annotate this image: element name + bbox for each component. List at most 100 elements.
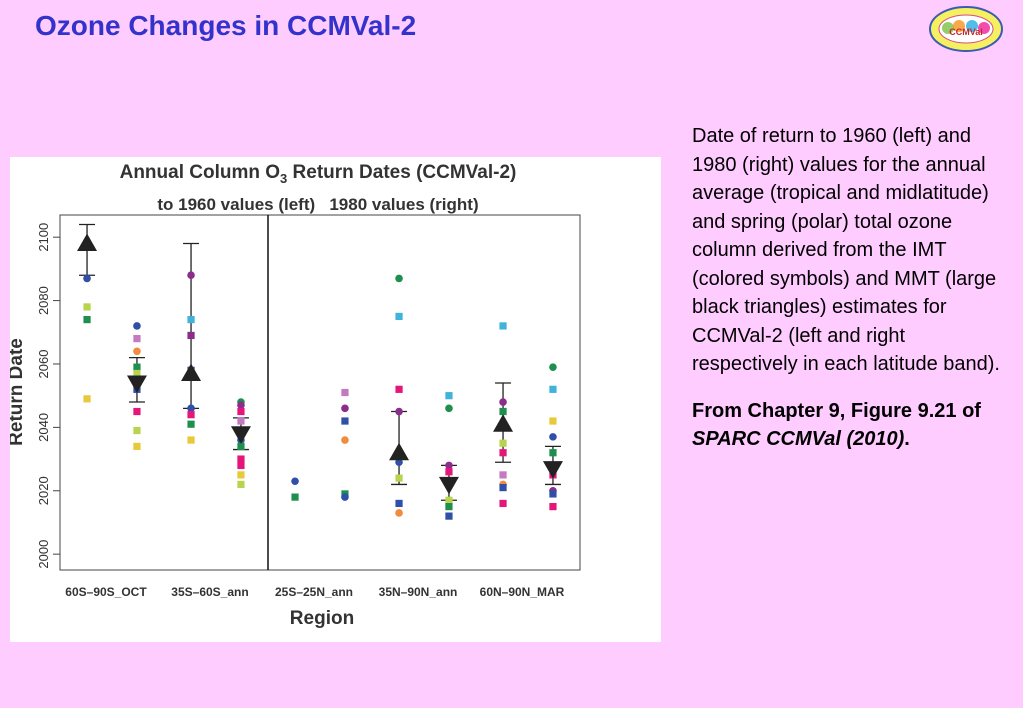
imt-point [133,335,141,343]
ccmval-logo-graphic: CCMVal [929,6,1003,52]
imt-point [237,471,245,479]
source-note: From Chapter 9, Figure 9.21 of SPARC CCM… [692,399,981,451]
imt-point [133,347,141,356]
mmt-triangle [438,476,459,495]
y-tick-label: 2080 [36,286,51,315]
imt-point [499,471,507,479]
imt-point [133,363,141,371]
imt-point [395,274,403,283]
imt-point [133,442,141,450]
imt-point [291,477,299,486]
chart-figure: Annual Column O3 Return Dates (CCMVal-2)… [10,157,661,642]
imt-point [341,404,349,413]
imt-point [395,509,403,517]
x-tick-label: 25S–25N_ann [275,585,353,599]
imt-point [187,271,195,280]
chart-svg: Annual Column O3 Return Dates (CCMVal-2)… [10,162,581,629]
x-axis-label: Region [290,608,354,629]
caption-body: Date of return to 1960 (left) and 1980 (… [692,125,1000,375]
y-tick-label: 2000 [36,540,51,569]
mmt-triangle [389,442,410,461]
imt-point [549,385,557,393]
imt-point [133,322,141,330]
x-tick-label: 35N–90N_ann [379,585,458,599]
plot-frame [59,214,581,571]
imt-point [549,417,557,425]
imt-point [395,312,403,321]
imt-point [499,322,507,330]
imt-point [237,407,245,416]
imt-point [549,363,557,371]
imt-point [341,417,349,425]
mmt-triangle [230,426,251,444]
imt-point [187,411,195,419]
y-tick-label: 2020 [36,476,51,505]
imt-point [187,420,195,428]
imt-point [445,392,453,400]
imt-point [341,436,349,444]
imt-point [499,483,507,492]
y-axis: 2000 2020 2040 2060 2080 2100 [36,223,60,569]
imt-point [237,480,245,489]
imt-point [499,449,507,457]
imt-point [187,331,195,340]
chart-title: Annual Column O3 Return Dates (CCMVal-2) [120,162,517,186]
imt-point [395,458,403,467]
imt-point [291,493,299,501]
mmt-triangle [126,375,147,393]
imt-point [187,436,195,444]
imt-point [549,503,557,511]
imt-point [499,407,507,416]
imt-point [341,388,349,397]
imt-point [445,468,453,476]
imt-point [133,369,141,378]
imt-point [187,404,195,413]
imt-point [237,455,245,463]
mmt-triangle [77,233,98,252]
imt-point [499,439,507,447]
imt-point [237,417,245,425]
y-axis-label: Return Date [10,338,27,446]
imt-point [499,499,507,508]
imt-point [395,407,403,416]
imt-point [187,315,195,324]
imt-point [499,398,507,406]
imt-point [395,499,403,508]
imt-point [237,401,245,409]
imt-point [83,274,91,283]
page-title: Ozone Changes in CCMVal-2 [35,10,417,41]
imt-point [445,404,453,413]
mmt-triangle [493,414,514,432]
imt-point [133,407,141,416]
imt-point [341,493,349,501]
imt-point [445,461,453,470]
imt-point [445,512,453,520]
imt-point [133,426,141,435]
y-tick-label: 2100 [36,223,51,252]
error-bar [183,242,200,409]
y-tick-label: 2040 [36,413,51,442]
imt-point [237,442,245,450]
x-tick-label: 60N–90N_MAR [480,585,565,599]
imt-point [549,449,557,457]
caption: Date of return to 1960 (left) and 1980 (… [692,122,1002,454]
x-tick-label: 35S–60S_ann [171,585,248,599]
chart-subtitle: to 1960 values (left) 1980 values (right… [157,195,478,214]
imt-point [395,474,403,482]
imt-point [395,385,403,393]
ccmval-logo: CCMVal [928,5,1004,53]
mmt-triangle [181,363,202,381]
imt-point [549,433,557,441]
logo-text: CCMVal [949,27,983,37]
imt-point [83,395,91,403]
mmt-triangle [542,461,563,479]
imt-points [83,243,557,520]
imt-point [445,496,453,504]
imt-point [83,315,91,324]
imt-point [83,303,91,311]
mmt-error-bars [79,223,561,501]
x-axis: 60S–90S_OCT 35S–60S_ann 25S–25N_ann 35N–90N… [65,585,564,599]
imt-point [445,503,453,511]
mmt-triangles [77,233,563,495]
y-tick-label: 2060 [36,350,51,379]
